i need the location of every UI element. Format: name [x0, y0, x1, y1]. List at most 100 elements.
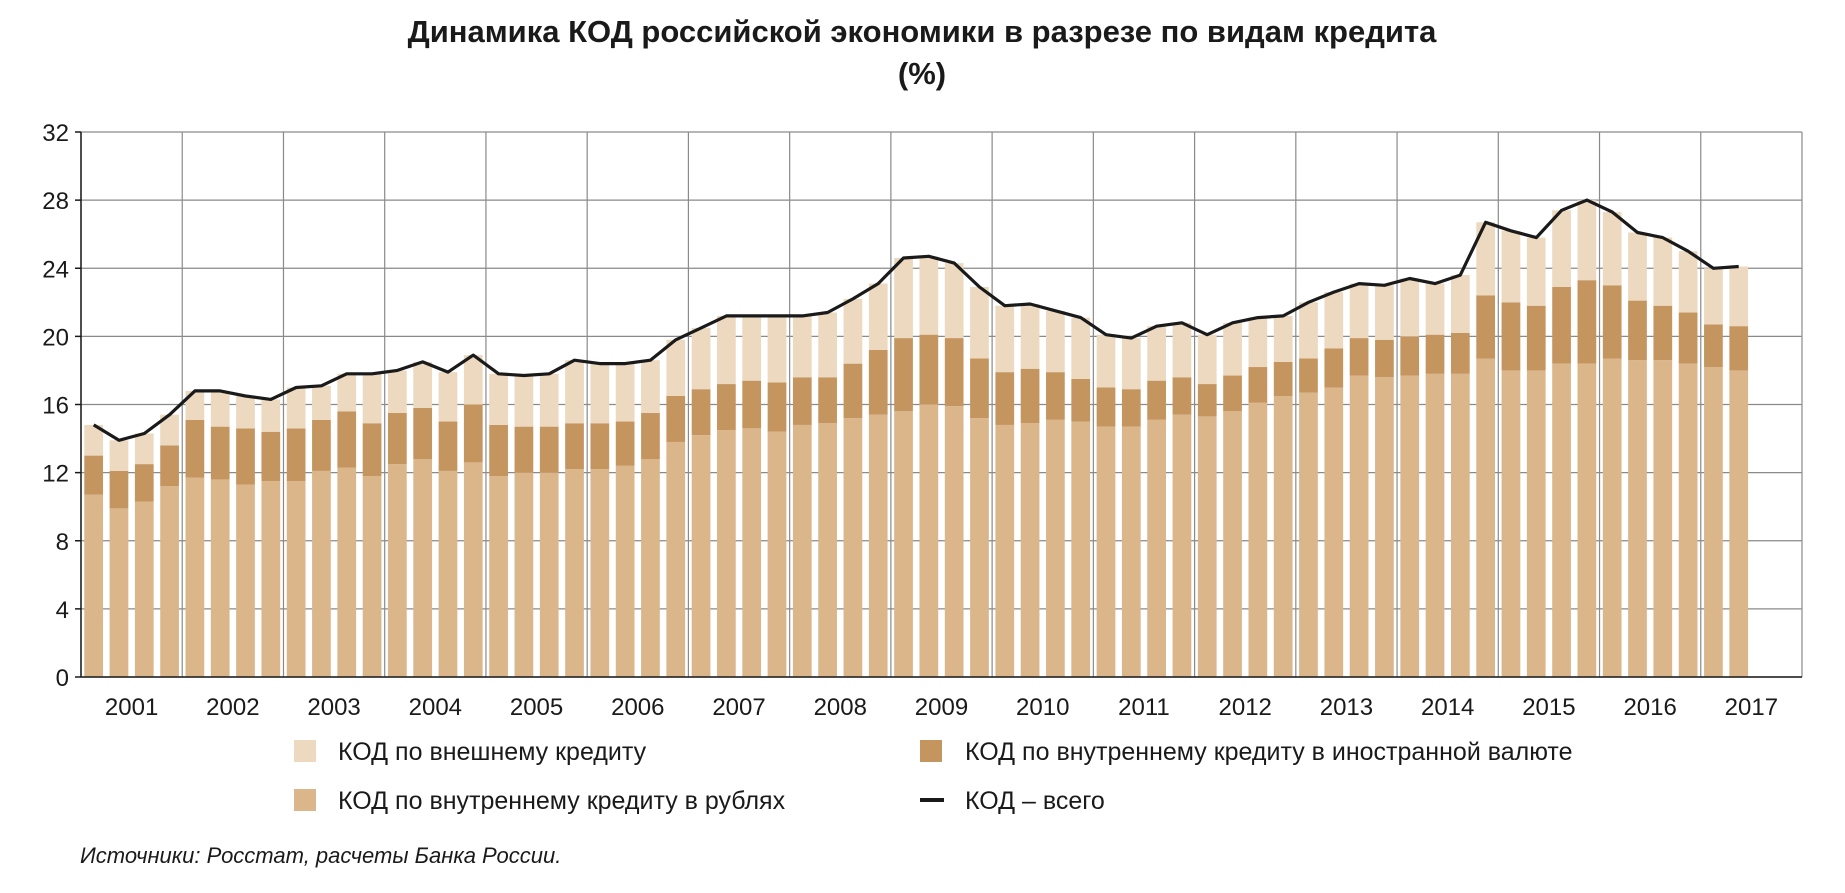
- y-tick-label: 16: [42, 393, 69, 420]
- bar-segment-domestic-rubles: [1248, 402, 1268, 677]
- bar-segment-external: [919, 256, 939, 335]
- bar-segment-domestic-rubles: [1147, 419, 1166, 677]
- bar-segment-external: [641, 360, 660, 414]
- bar-segment-external: [463, 355, 483, 405]
- x-tick-label: 2014: [1421, 694, 1474, 721]
- bar-segment-domestic-rubles: [1096, 426, 1116, 677]
- bar-segment-domestic-foreign-currency: [1121, 389, 1141, 427]
- bar-segment-external: [792, 315, 812, 378]
- bar-segment-external: [1273, 315, 1293, 362]
- bar-segment-external: [1450, 275, 1470, 333]
- bar-segment-domestic-rubles: [539, 472, 559, 677]
- bar-segment-external: [387, 370, 407, 414]
- bar-segment-domestic-rubles: [1375, 377, 1394, 677]
- bar-segment-domestic-rubles: [1172, 414, 1192, 677]
- bar-segment-external: [362, 373, 382, 424]
- bar-segment-domestic-rubles: [489, 476, 508, 677]
- y-tick-label: 12: [42, 461, 69, 488]
- bar-segment-domestic-foreign-currency: [286, 428, 306, 482]
- bar-segment-domestic-rubles: [818, 423, 837, 677]
- bar-segment-domestic-foreign-currency: [514, 426, 534, 473]
- bar-segment-domestic-rubles: [1653, 360, 1673, 677]
- bar-segment-external: [894, 258, 913, 339]
- bar-segment-domestic-foreign-currency: [312, 419, 331, 471]
- bar-segment-domestic-rubles: [438, 470, 458, 677]
- bar-segment-external: [1096, 334, 1116, 388]
- bar-segment-domestic-foreign-currency: [1349, 338, 1369, 376]
- x-tick-label: 2010: [1016, 694, 1069, 721]
- bar-segment-domestic-rubles: [1121, 426, 1141, 677]
- bar-segment-domestic-foreign-currency: [919, 334, 939, 405]
- bar-segment-domestic-foreign-currency: [1172, 377, 1192, 415]
- bar-segment-external: [1476, 222, 1496, 296]
- bar-segment-domestic-rubles: [1628, 360, 1647, 677]
- bar-segment-domestic-rubles: [1501, 370, 1521, 677]
- bar-segment-domestic-rubles: [514, 472, 534, 677]
- bar-segment-domestic-foreign-currency: [489, 424, 508, 477]
- bar-segment-domestic-rubles: [160, 486, 179, 677]
- bar-segment-domestic-foreign-currency: [236, 428, 255, 485]
- bar-segment-domestic-rubles: [1400, 375, 1420, 677]
- bar-segment-external: [1349, 283, 1369, 339]
- bar-segment-domestic-foreign-currency: [1020, 368, 1040, 424]
- bar-segment-domestic-rubles: [565, 469, 584, 677]
- bar-segment-domestic-rubles: [691, 435, 711, 677]
- x-tick-label: 2005: [510, 694, 563, 721]
- bar-segment-domestic-foreign-currency: [742, 380, 762, 429]
- bar-segment-domestic-rubles: [995, 424, 1015, 677]
- bar-segment-domestic-foreign-currency: [1678, 312, 1698, 364]
- bar-segment-external: [185, 390, 205, 420]
- bar-segment-domestic-foreign-currency: [539, 426, 559, 473]
- y-tick-label: 0: [56, 665, 69, 692]
- bar-segment-domestic-rubles: [1526, 370, 1546, 677]
- bar-segment-external: [1577, 200, 1597, 281]
- bar-segment-external: [742, 315, 762, 381]
- bar-segment-domestic-rubles: [1577, 363, 1597, 677]
- bar-segment-external: [1046, 310, 1065, 373]
- legend: КОД по внешнему кредиту КОД по внутренне…: [294, 738, 1573, 815]
- bar-segment-external: [1248, 317, 1268, 368]
- bar-segment-external: [691, 327, 711, 390]
- x-tick-label: 2009: [915, 694, 968, 721]
- bar-segment-domestic-rubles: [1324, 387, 1344, 677]
- bar-segment-domestic-foreign-currency: [1425, 334, 1445, 374]
- bar-segment-domestic-rubles: [1273, 395, 1293, 677]
- bar-segment-domestic-rubles: [615, 465, 635, 677]
- y-tick-label: 24: [42, 256, 69, 283]
- bar-segment-domestic-rubles: [1450, 373, 1470, 677]
- x-tick-label: 2008: [814, 694, 867, 721]
- x-tick-label: 2007: [712, 694, 765, 721]
- bar-segment-domestic-foreign-currency: [717, 384, 736, 431]
- bar-segment-domestic-foreign-currency: [818, 377, 837, 424]
- bar-segment-domestic-foreign-currency: [868, 350, 888, 415]
- x-tick-label: 2017: [1725, 694, 1778, 721]
- bar-segment-external: [970, 286, 989, 359]
- total-line-layer: [92, 198, 1739, 442]
- axes: 0 4 8 12 16 20 24 28 32 2001 2002 2003 2004 2005 2006 2…: [42, 120, 1802, 721]
- bar-segment-domestic-foreign-currency: [1197, 384, 1217, 417]
- bar-segment-external: [1121, 338, 1141, 390]
- bar-segment-domestic-rubles: [767, 431, 787, 677]
- bar-segment-domestic-rubles: [1223, 411, 1242, 677]
- bar-segment-domestic-foreign-currency: [463, 404, 483, 463]
- chart-title: Динамика КОД российской экономики в разр…: [408, 14, 1438, 49]
- bar-segment-external: [1501, 230, 1521, 303]
- bar-segment-external: [514, 375, 534, 427]
- bar-segment-domestic-rubles: [970, 418, 989, 677]
- legend-label-total: КОД – всего: [965, 787, 1105, 815]
- bar-segment-external: [818, 312, 837, 378]
- bar-segment-domestic-rubles: [1729, 370, 1749, 677]
- bar-segment-external: [615, 363, 635, 422]
- x-tick-label: 2002: [206, 694, 259, 721]
- bar-segment-domestic-rubles: [387, 464, 407, 677]
- bar-segment-external: [160, 414, 179, 446]
- bar-segment-domestic-rubles: [134, 501, 154, 677]
- bar-segment-external: [539, 373, 559, 427]
- bar-segment-domestic-foreign-currency: [1526, 305, 1546, 371]
- bar-segment-external: [868, 283, 888, 350]
- bar-segment-external: [767, 315, 787, 383]
- x-tick-label: 2012: [1219, 694, 1272, 721]
- bar-segment-domestic-rubles: [1071, 421, 1091, 677]
- bar-segment-external: [337, 373, 357, 412]
- x-tick-label: 2011: [1118, 694, 1170, 721]
